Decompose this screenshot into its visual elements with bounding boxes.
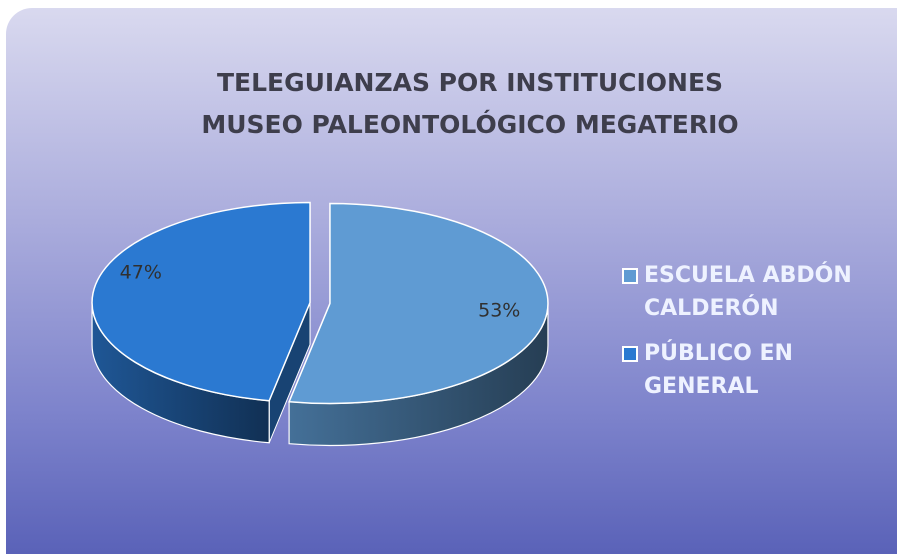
title-line: TELEGUIANZAS POR INSTITUCIONES — [216, 68, 724, 97]
data-label: 53% — [478, 299, 520, 321]
title-line: MUSEO PALEONTOLÓGICO MEGATERIO — [201, 110, 739, 139]
slice — [288, 202, 549, 405]
legend-swatch — [622, 346, 638, 362]
legend-label: PÚBLICO EN GENERAL — [644, 341, 793, 399]
slice — [91, 201, 311, 402]
legend-item: PÚBLICO EN GENERAL — [622, 337, 888, 403]
legend-item: ESCUELA ABDÓN CALDERÓN — [622, 259, 888, 325]
data-label: 47% — [120, 262, 162, 284]
legend-label: ESCUELA ABDÓN CALDERÓN — [644, 263, 852, 321]
chart-title: TELEGUIANZAS POR INSTITUCIONES MUSEO PAL… — [80, 62, 860, 146]
legend-swatch — [622, 268, 638, 284]
